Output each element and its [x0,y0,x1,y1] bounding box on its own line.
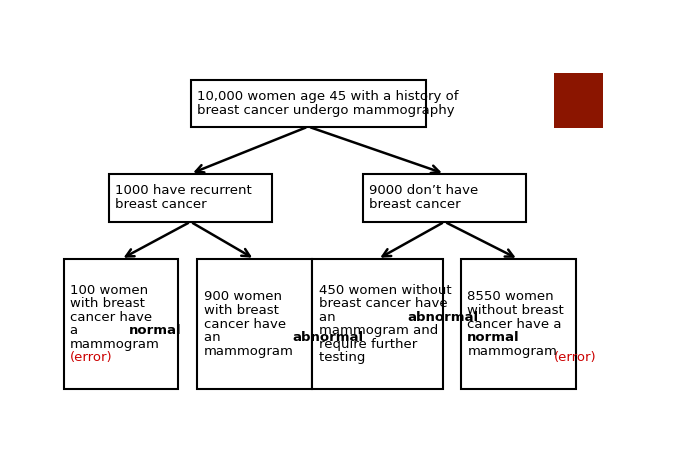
Text: 1000 have recurrent: 1000 have recurrent [115,184,252,197]
Text: cancer have a: cancer have a [467,317,562,330]
Text: 8550 women: 8550 women [467,291,554,304]
FancyBboxPatch shape [109,174,272,222]
Text: normal: normal [467,331,520,344]
Text: with breast: with breast [70,297,145,310]
Text: breast cancer: breast cancer [369,198,461,211]
Text: with breast: with breast [204,304,279,317]
Text: mammogram: mammogram [204,345,293,358]
Text: mammogram: mammogram [467,345,557,358]
FancyBboxPatch shape [554,73,603,128]
Text: mammogram and: mammogram and [319,324,438,337]
Text: without breast: without breast [467,304,564,317]
FancyBboxPatch shape [197,259,312,389]
FancyBboxPatch shape [190,80,426,127]
Text: an: an [319,311,339,324]
Text: normal: normal [129,324,181,337]
Text: breast cancer undergo mammography: breast cancer undergo mammography [197,104,455,117]
Text: (error): (error) [70,351,112,365]
FancyBboxPatch shape [363,174,526,222]
Text: require further: require further [319,338,417,351]
Text: cancer have: cancer have [204,317,286,330]
FancyBboxPatch shape [461,259,576,389]
Text: breast cancer have: breast cancer have [319,297,447,310]
Text: abnormal: abnormal [407,311,478,324]
Text: cancer have: cancer have [70,311,152,324]
Text: breast cancer: breast cancer [115,198,207,211]
Text: an: an [204,331,224,344]
Text: 100 women: 100 women [70,284,148,297]
FancyBboxPatch shape [63,259,179,389]
Text: 10,000 women age 45 with a history of: 10,000 women age 45 with a history of [197,90,458,103]
Text: 450 women without: 450 women without [319,284,451,297]
Text: mammogram: mammogram [70,338,160,351]
Text: testing: testing [319,351,369,365]
Text: abnormal: abnormal [292,331,363,344]
Text: 900 women: 900 women [204,291,282,304]
Text: 9000 don’t have: 9000 don’t have [369,184,479,197]
Text: a: a [70,324,82,337]
Text: (error): (error) [554,351,597,365]
FancyBboxPatch shape [312,259,443,389]
